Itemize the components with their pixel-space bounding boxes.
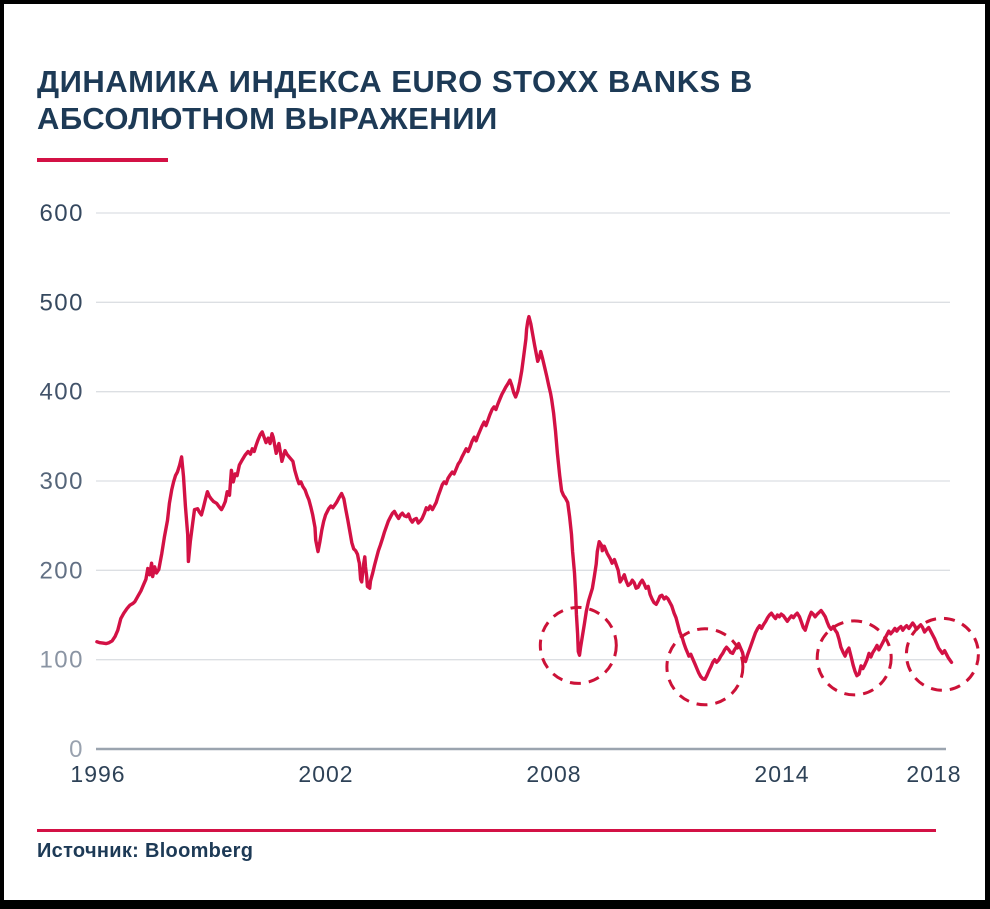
x-tick-label-2014: 2014 bbox=[754, 761, 809, 787]
crisis-circle-2 bbox=[665, 627, 745, 707]
y-tick-label-500: 500 bbox=[39, 289, 84, 316]
footer-accent-rule bbox=[37, 829, 936, 832]
title-accent-rule bbox=[37, 158, 168, 162]
y-tick-label-600: 600 bbox=[39, 200, 84, 227]
y-tick-label-100: 100 bbox=[39, 647, 84, 674]
x-tick-label-2002: 2002 bbox=[298, 761, 353, 787]
index-line bbox=[95, 314, 954, 681]
y-tick-label-200: 200 bbox=[39, 557, 84, 584]
chart-title-line2: АБСОЛЮТНОМ ВЫРАЖЕНИИ bbox=[37, 101, 498, 136]
crisis-circle-1 bbox=[538, 605, 618, 685]
y-tick-label-0: 0 bbox=[69, 736, 84, 763]
y-tick-label-400: 400 bbox=[39, 379, 84, 406]
chart-title: ДИНАМИКА ИНДЕКСА EURO STOXX BANKS В АБСО… bbox=[37, 63, 917, 137]
crisis-circle-4 bbox=[904, 616, 980, 692]
chart-title-line1: ДИНАМИКА ИНДЕКСА EURO STOXX BANKS В bbox=[37, 64, 753, 99]
x-tick-label-2018: 2018 bbox=[906, 761, 961, 787]
x-tick-label-2008: 2008 bbox=[526, 761, 581, 787]
y-tick-label-300: 300 bbox=[39, 468, 84, 495]
source-label: Источник: Bloomberg bbox=[37, 840, 254, 862]
crisis-circle-3 bbox=[815, 619, 893, 697]
x-tick-label-1996: 1996 bbox=[70, 761, 125, 787]
